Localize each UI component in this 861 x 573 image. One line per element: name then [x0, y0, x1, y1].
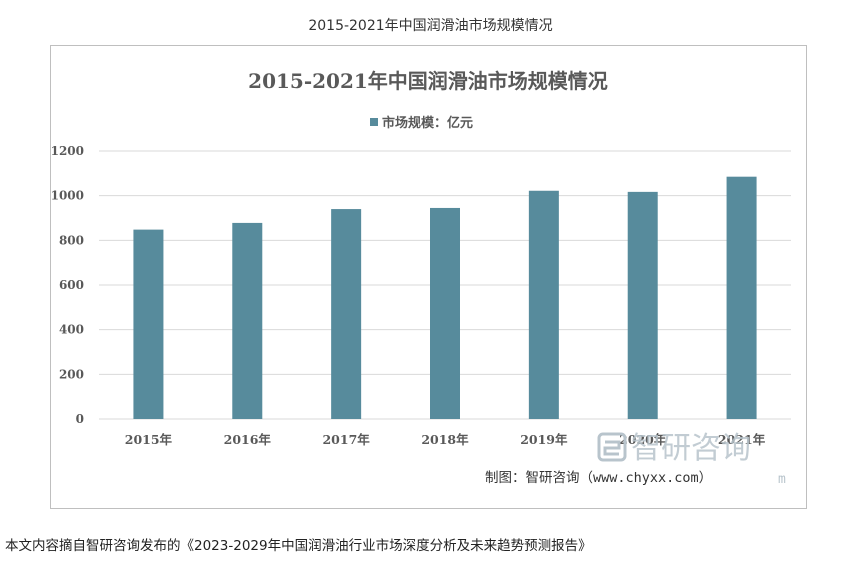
x-tick-label: 2017年	[322, 432, 370, 447]
chart-figure: 0 200 400 600 800 1000 1200 2015年 2016年 2017年 201…	[50, 45, 807, 509]
bar-2016年	[232, 222, 263, 419]
y-tick-label: 0	[76, 412, 84, 426]
x-tick-label: 2020年	[619, 432, 667, 447]
x-tick-label: 2015年	[125, 432, 173, 447]
watermark-logo: 智研咨询 m	[597, 431, 786, 487]
bars	[133, 176, 757, 419]
legend-label: 市场规模：亿元	[382, 115, 473, 131]
page-caption: 2015-2021年中国润滑油市场规模情况	[308, 18, 553, 34]
x-tick-label: 2019年	[520, 432, 568, 447]
watermark-url-fragment: m	[778, 472, 786, 487]
chart-title: 2015-2021年中国润滑油市场规模情况	[248, 69, 608, 93]
bar-2018年	[430, 207, 460, 419]
legend: 市场规模：亿元	[370, 115, 473, 131]
x-tick-label: 2021年	[718, 432, 766, 447]
watermark-brand: 智研咨询	[631, 431, 751, 466]
logo-mark-icon	[597, 432, 627, 462]
x-tick-label: 2018年	[421, 432, 469, 447]
bar-2017年	[331, 209, 362, 419]
y-tick-label: 1200	[51, 144, 84, 158]
y-tick-label: 1000	[51, 189, 84, 203]
source-footnote: 本文内容摘自智研咨询发布的《2023-2029年中国润滑油行业市场深度分析及未来…	[5, 538, 592, 554]
y-tick-label: 800	[59, 233, 84, 247]
y-tick-label: 600	[59, 278, 84, 292]
bar-2020年	[627, 191, 658, 419]
x-axis-labels: 2015年 2016年 2017年 2018年 2019年 2020年 2021年	[125, 432, 766, 447]
chart-credit: 制图：智研咨询（www.chyxx.com）	[485, 470, 712, 486]
x-tick-label: 2016年	[224, 432, 272, 447]
y-tick-label: 400	[59, 323, 84, 337]
bar-2015年	[133, 229, 164, 419]
legend-swatch	[370, 118, 378, 126]
y-axis-ticks: 0 200 400 600 800 1000 1200	[51, 144, 84, 426]
y-tick-label: 200	[59, 367, 84, 381]
bar-2021年	[726, 176, 757, 419]
bar-2019年	[528, 190, 559, 419]
